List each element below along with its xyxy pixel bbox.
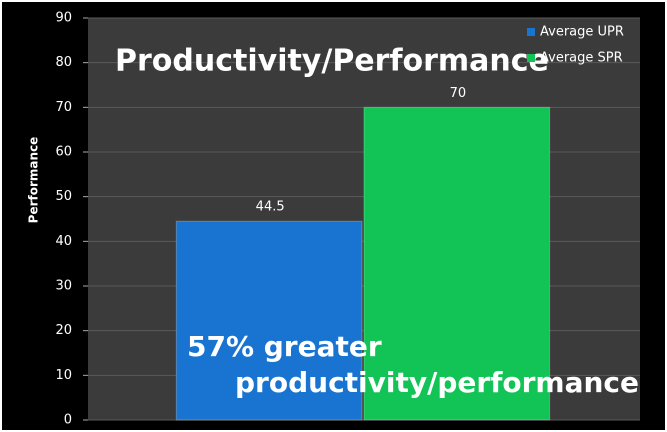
data-label: 44.5 bbox=[256, 200, 285, 215]
chart-title: Productivity/Performance bbox=[115, 44, 549, 79]
annotation: 57% greater bbox=[187, 330, 382, 363]
y-tick-label: 30 bbox=[55, 279, 72, 294]
y-tick-label: 80 bbox=[55, 55, 72, 70]
legend-label: Average SPR bbox=[540, 51, 623, 66]
y-tick-label: 0 bbox=[64, 413, 72, 428]
legend-label: Average UPR bbox=[540, 25, 624, 40]
y-tick-label: 90 bbox=[55, 11, 72, 26]
y-tick-label: 60 bbox=[55, 145, 72, 160]
legend: Average UPR Average SPR bbox=[527, 25, 624, 66]
legend-marker bbox=[527, 28, 535, 36]
legend-marker bbox=[527, 54, 535, 62]
y-tick-label: 50 bbox=[55, 189, 72, 204]
bar bbox=[175, 220, 363, 421]
y-axis-label: Performance bbox=[27, 137, 41, 224]
bar bbox=[363, 106, 551, 421]
data-label: 70 bbox=[450, 86, 467, 101]
y-tick-label: 10 bbox=[55, 368, 72, 383]
y-tick-label: 40 bbox=[55, 234, 72, 249]
y-tick-label: 70 bbox=[55, 100, 72, 115]
y-tick-label: 20 bbox=[55, 323, 72, 338]
bars: 44.5 70 bbox=[175, 86, 551, 421]
annotation: productivity/performance bbox=[235, 366, 639, 399]
